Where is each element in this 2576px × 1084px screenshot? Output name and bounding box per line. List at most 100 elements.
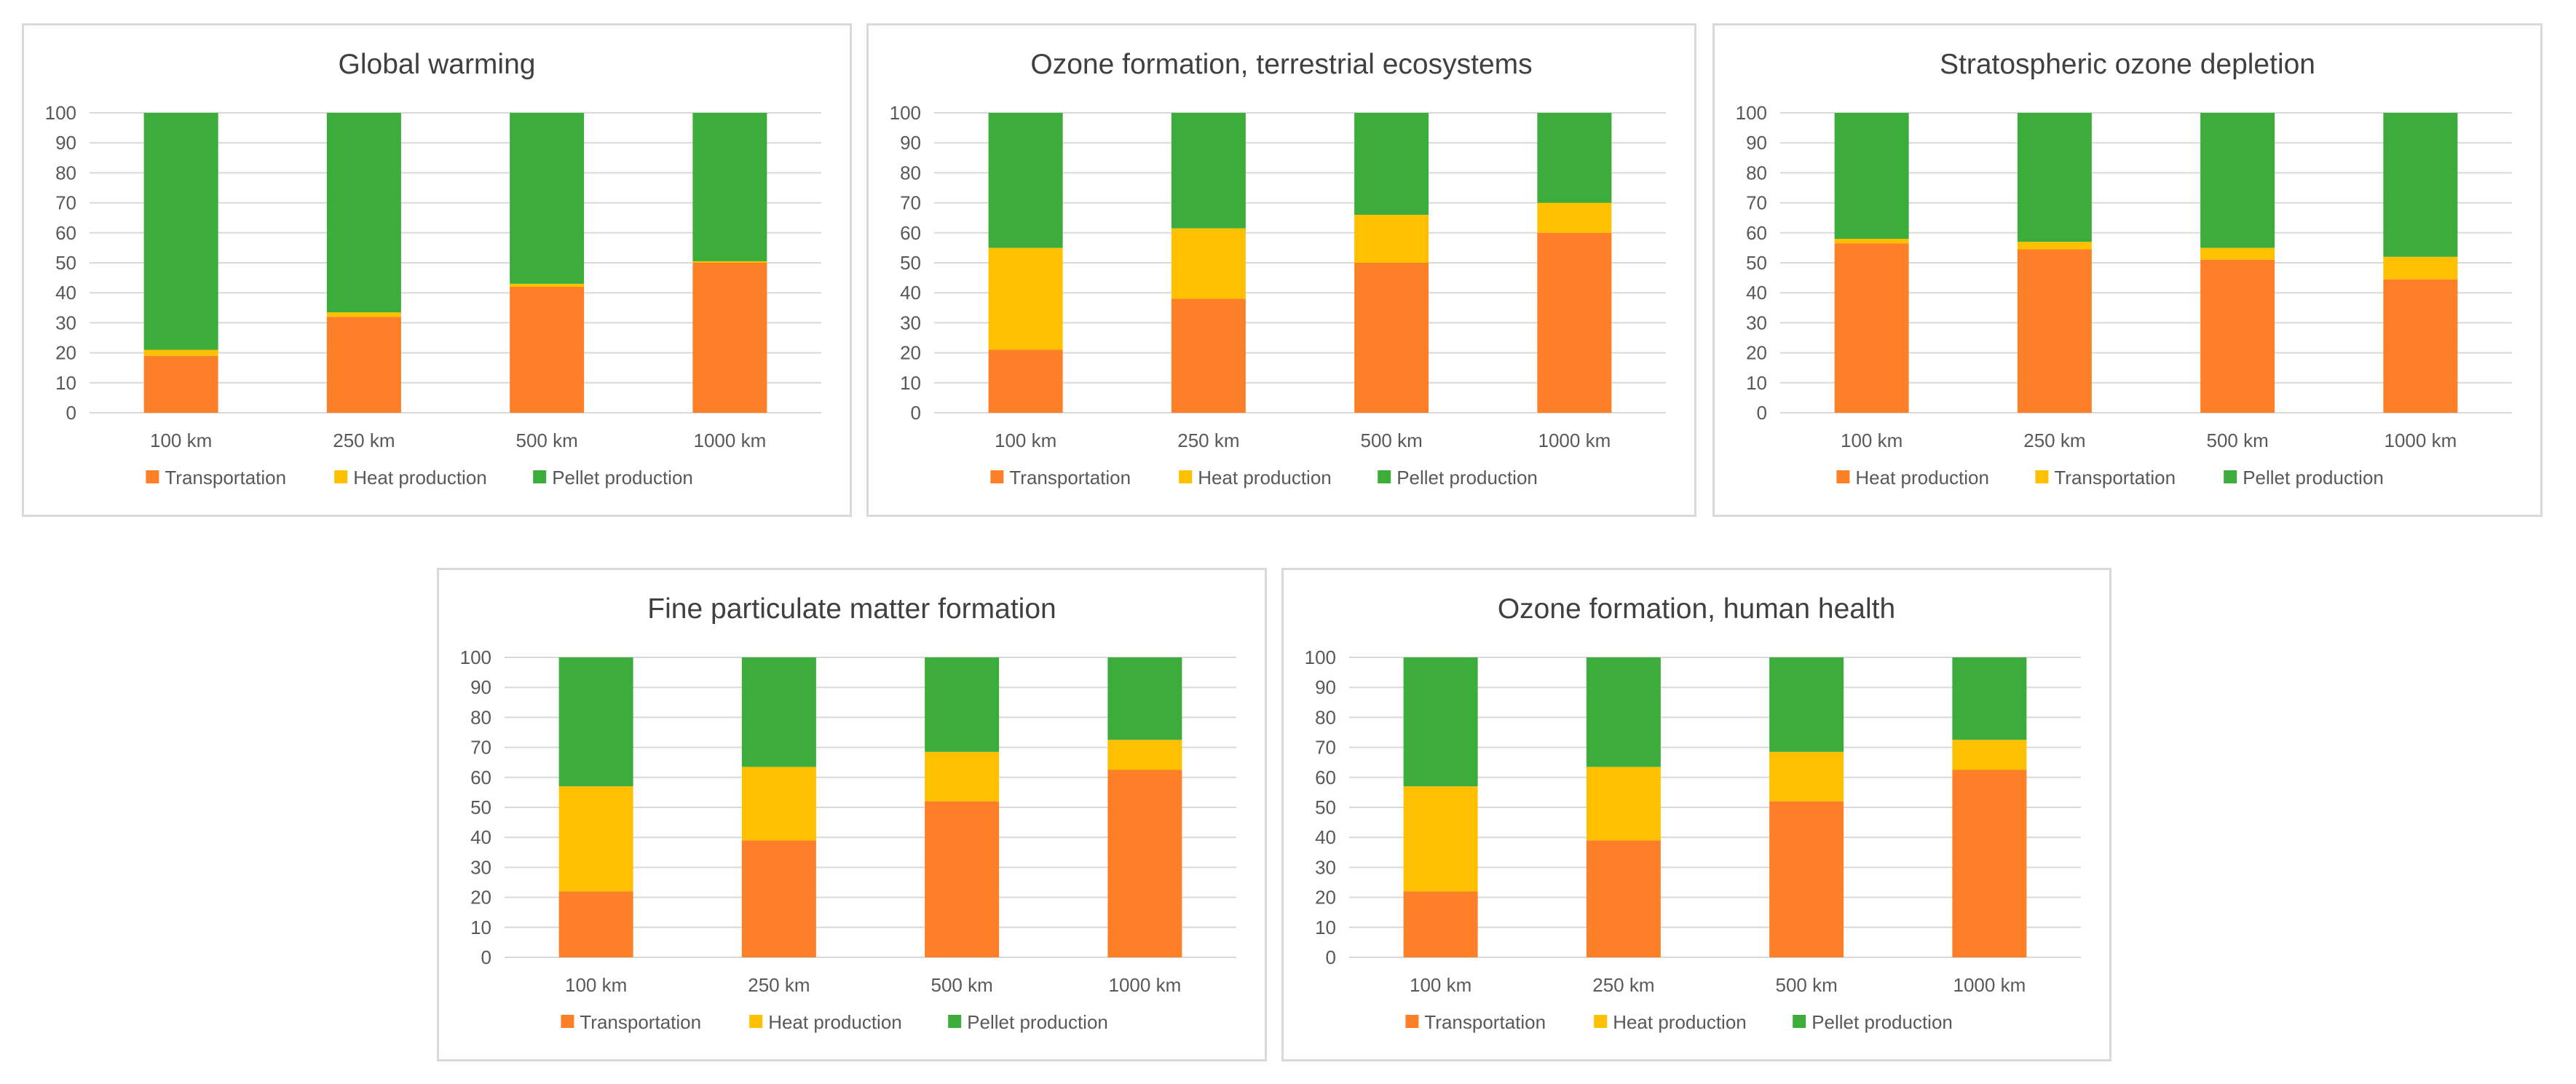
y-tick-label: 20 [1315, 887, 1336, 909]
y-tick-label: 40 [55, 282, 76, 304]
bar-transportation [692, 263, 767, 413]
legend-swatch-heat-production [1836, 470, 1850, 483]
legend-swatch-transportation [2035, 470, 2049, 483]
chart-panel-fine-particulate: Fine particulate matter formation 0 10 20 30… [437, 568, 1267, 1061]
bar-pellet-production [1354, 113, 1429, 215]
y-tick-label: 10 [900, 372, 921, 394]
y-tick-label: 50 [900, 252, 921, 274]
legend-label: Transportation [165, 467, 286, 488]
y-tick-label: 70 [1746, 192, 1767, 214]
bar-heat-production [2200, 259, 2275, 413]
chart-svg: Global warming 0 10 20 30 40 50 60 70 80 90 100 100 … [45, 49, 821, 488]
y-tick-label: 40 [1746, 282, 1767, 304]
bar-pellet-production [2200, 113, 2275, 248]
bar-heat-production [925, 751, 1000, 802]
bar-transportation [558, 891, 633, 957]
y-tick-label: 0 [1757, 402, 1767, 424]
bar-transportation [1769, 801, 1844, 957]
x-tick-label: 100 km [1841, 430, 1903, 451]
bar-pellet-production [692, 113, 767, 261]
x-tick-label: 1000 km [1953, 974, 2026, 996]
y-tick-label: 0 [911, 402, 921, 424]
bar-transportation [1403, 891, 1478, 957]
chart-title: Ozone formation, human health [1498, 593, 1895, 625]
bar-transportation [1834, 239, 1909, 244]
legend-label: Transportation [580, 1011, 701, 1033]
legend-swatch-pellet-production [1793, 1015, 1806, 1028]
bar-pellet-production [1586, 657, 1661, 767]
legend-label: Heat production [768, 1011, 902, 1033]
bar-heat-production [1769, 751, 1844, 802]
legend-swatch-pellet-production [533, 470, 547, 483]
y-tick-label: 80 [900, 162, 921, 183]
legend-swatch-transportation [146, 470, 159, 483]
x-tick-label: 1000 km [1538, 430, 1611, 451]
bar-transportation [1354, 263, 1429, 413]
x-tick-label: 250 km [2023, 430, 2085, 451]
chart-svg: Stratospheric ozone depletion 0 10 20 30 40 50… [1736, 49, 2512, 488]
x-tick-label: 500 km [1775, 974, 1837, 996]
bar-heat-production [1107, 740, 1182, 770]
bar-pellet-production [326, 113, 401, 312]
y-tick-label: 90 [55, 132, 76, 154]
y-tick-label: 10 [1746, 372, 1767, 394]
bar-transportation [1107, 770, 1182, 957]
legend-label: Pellet production [552, 467, 693, 488]
y-tick-label: 60 [55, 222, 76, 244]
y-tick-label: 90 [1746, 132, 1767, 154]
y-tick-label: 70 [1315, 737, 1336, 759]
chart-title: Global warming [339, 49, 536, 80]
legend-swatch-transportation [561, 1015, 574, 1028]
legend-swatch-heat-production [334, 470, 348, 483]
bar-transportation [2200, 248, 2275, 260]
bar-pellet-production [2383, 113, 2458, 257]
x-tick-label: 1000 km [2385, 430, 2457, 451]
bar-pellet-production [1769, 657, 1844, 752]
bar-transportation [1171, 298, 1246, 413]
legend-swatch-heat-production [1594, 1015, 1608, 1028]
y-tick-label: 100 [1305, 646, 1336, 668]
bar-pellet-production [510, 113, 585, 284]
y-tick-label: 40 [1315, 826, 1336, 848]
y-tick-label: 60 [1315, 767, 1336, 788]
legend-swatch-pellet-production [948, 1015, 962, 1028]
y-tick-label: 10 [55, 372, 76, 394]
bar-transportation [2017, 242, 2092, 250]
y-tick-label: 0 [481, 946, 491, 968]
bar-transportation [925, 801, 1000, 957]
bar-transportation [510, 286, 585, 413]
legend-swatch-heat-production [1179, 470, 1193, 483]
legend-swatch-heat-production [749, 1015, 763, 1028]
y-tick-label: 90 [1315, 676, 1336, 698]
bar-pellet-production [558, 657, 633, 787]
y-tick-label: 80 [470, 706, 491, 728]
bar-heat-production [558, 786, 633, 892]
y-tick-label: 90 [900, 132, 921, 154]
chart-svg: Ozone formation, human health 0 10 20 30 40 50… [1305, 593, 2081, 1033]
y-tick-label: 70 [900, 192, 921, 214]
legend-label: Transportation [1424, 1011, 1546, 1033]
bar-pellet-production [1952, 657, 2027, 740]
chart-panel-global-warming: Global warming 0 10 20 30 40 50 60 70 80 90 100 100 … [22, 23, 852, 517]
bar-heat-production [1952, 740, 2027, 770]
x-tick-label: 250 km [1592, 974, 1654, 996]
legend-label: Heat production [1855, 467, 1989, 488]
bar-heat-production [1354, 215, 1429, 263]
bar-heat-production [1586, 767, 1661, 841]
legend-swatch-transportation [1405, 1015, 1419, 1028]
y-tick-label: 30 [900, 312, 921, 333]
y-tick-label: 90 [470, 676, 491, 698]
y-tick-label: 70 [55, 192, 76, 214]
y-tick-label: 50 [470, 796, 491, 818]
bar-heat-production [143, 349, 218, 356]
legend-label: Pellet production [1812, 1011, 1953, 1033]
x-tick-label: 250 km [1177, 430, 1239, 451]
y-tick-label: 100 [1736, 102, 1767, 124]
y-tick-label: 40 [900, 282, 921, 304]
bar-pellet-production [1403, 657, 1478, 787]
bar-pellet-production [741, 657, 816, 767]
y-tick-label: 50 [1315, 796, 1336, 818]
y-tick-label: 100 [460, 646, 491, 668]
chart-title: Fine particulate matter formation [647, 593, 1056, 625]
bar-transportation [1952, 770, 2027, 957]
